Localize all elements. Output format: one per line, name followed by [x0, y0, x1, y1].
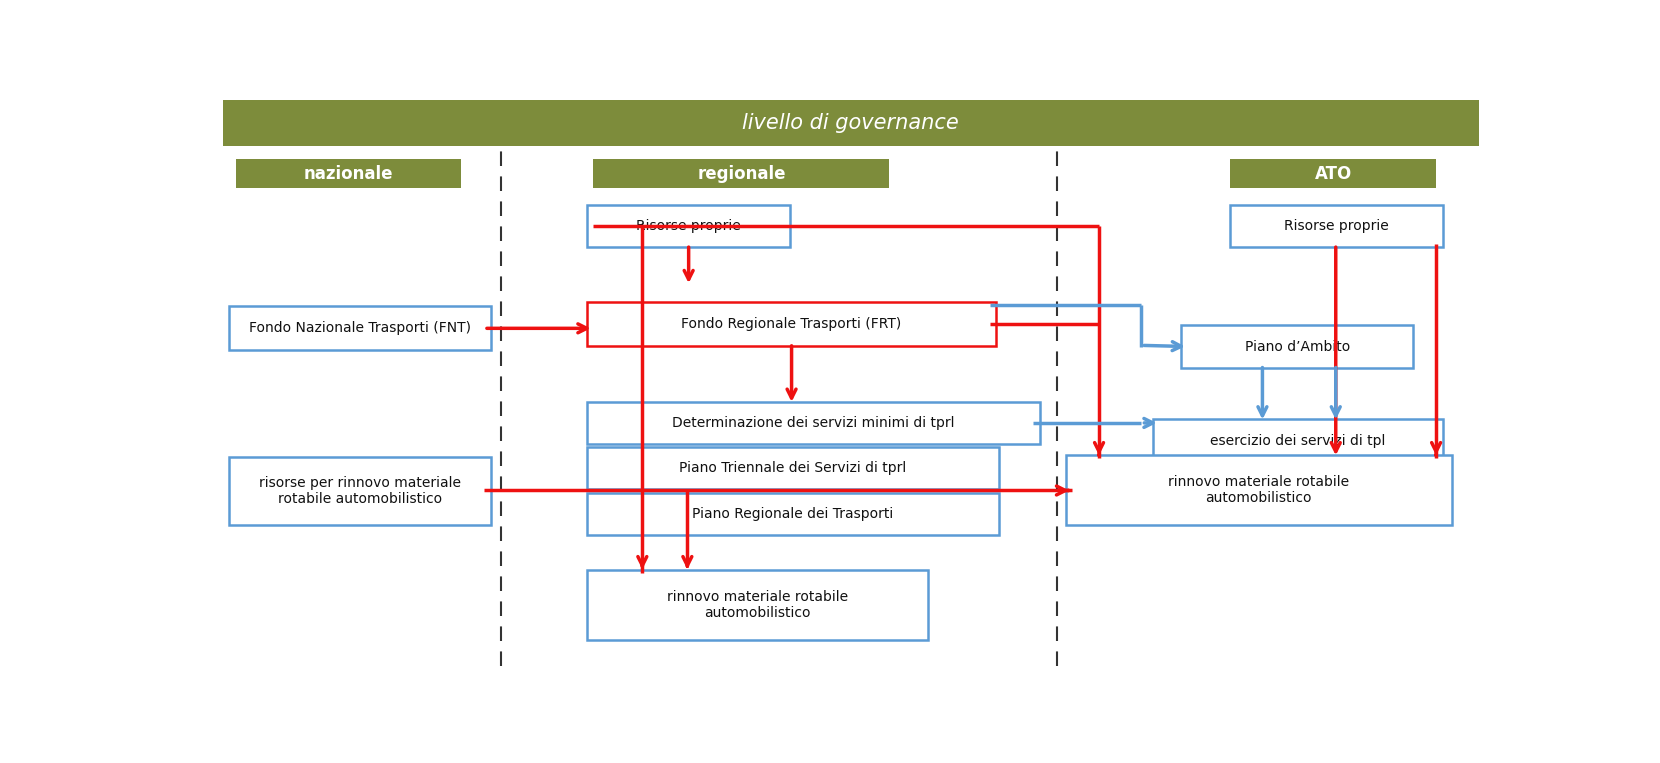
Text: Piano Triennale dei Servizi di tprl: Piano Triennale dei Servizi di tprl — [679, 461, 906, 475]
FancyBboxPatch shape — [229, 457, 491, 524]
Text: rinnovo materiale rotabile
automobilistico: rinnovo materiale rotabile automobilisti… — [1169, 475, 1350, 505]
Text: Determinazione dei servizi minimi di tprl: Determinazione dei servizi minimi di tpr… — [672, 416, 954, 430]
FancyBboxPatch shape — [1066, 456, 1451, 524]
FancyBboxPatch shape — [588, 571, 928, 639]
FancyBboxPatch shape — [229, 306, 491, 350]
FancyBboxPatch shape — [588, 447, 999, 489]
FancyBboxPatch shape — [594, 159, 890, 188]
Text: Piano d’Ambito: Piano d’Ambito — [1245, 340, 1350, 353]
FancyBboxPatch shape — [1230, 205, 1443, 247]
Text: Risorse proprie: Risorse proprie — [1285, 219, 1389, 233]
FancyBboxPatch shape — [588, 302, 996, 346]
FancyBboxPatch shape — [222, 100, 1479, 146]
FancyBboxPatch shape — [236, 159, 461, 188]
FancyBboxPatch shape — [1230, 159, 1436, 188]
FancyBboxPatch shape — [1154, 420, 1443, 462]
Text: Risorse proprie: Risorse proprie — [636, 219, 740, 233]
Text: Piano Regionale dei Trasporti: Piano Regionale dei Trasporti — [692, 507, 893, 521]
Text: ATO: ATO — [1315, 165, 1351, 183]
FancyBboxPatch shape — [588, 493, 999, 535]
Text: nazionale: nazionale — [304, 165, 393, 183]
FancyBboxPatch shape — [588, 402, 1039, 444]
Text: rinnovo materiale rotabile
automobilistico: rinnovo materiale rotabile automobilisti… — [667, 590, 848, 620]
Text: esercizio dei servizi di tpl: esercizio dei servizi di tpl — [1210, 433, 1386, 448]
Text: livello di governance: livello di governance — [742, 113, 959, 133]
FancyBboxPatch shape — [588, 205, 790, 247]
Text: Fondo Nazionale Trasporti (FNT): Fondo Nazionale Trasporti (FNT) — [249, 321, 471, 335]
Text: regionale: regionale — [697, 165, 785, 183]
Text: Fondo Regionale Trasporti (FRT): Fondo Regionale Trasporti (FRT) — [682, 317, 901, 331]
Text: risorse per rinnovo materiale
rotabile automobilistico: risorse per rinnovo materiale rotabile a… — [259, 475, 461, 506]
FancyBboxPatch shape — [1182, 325, 1413, 368]
